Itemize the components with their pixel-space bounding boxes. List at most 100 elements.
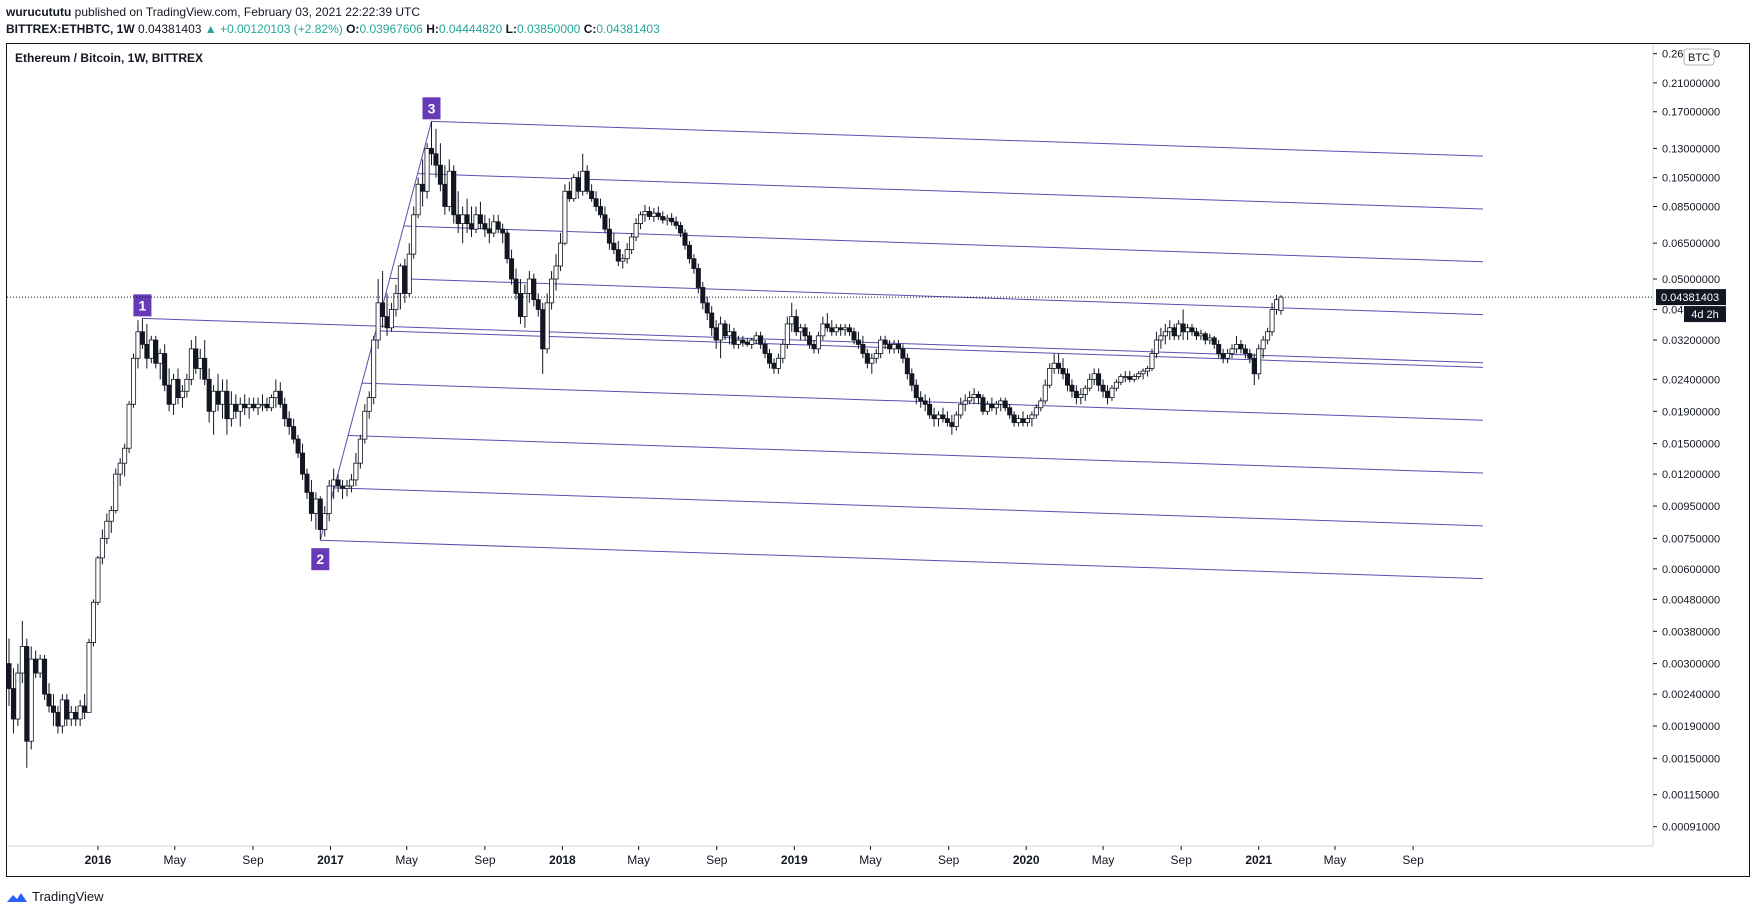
candle bbox=[829, 320, 835, 336]
candle-body bbox=[1096, 373, 1102, 386]
candle bbox=[593, 191, 599, 212]
time-tick-label: May bbox=[859, 853, 882, 867]
last-price-tag-bg bbox=[1656, 289, 1726, 306]
candle bbox=[629, 233, 635, 255]
candle-body bbox=[909, 373, 915, 386]
candle bbox=[135, 320, 141, 369]
candle-body bbox=[944, 418, 950, 423]
candle bbox=[55, 706, 61, 734]
chart-canvas[interactable]: 123 0.260000000.210000000.170000000.1300… bbox=[7, 44, 1749, 876]
price-tick-label: 0.05000000 bbox=[1662, 274, 1720, 286]
candle-body bbox=[197, 357, 203, 369]
candle-body bbox=[331, 479, 337, 487]
candle-body bbox=[366, 397, 372, 412]
channel-level-line bbox=[334, 487, 1484, 527]
candle-body bbox=[433, 153, 439, 166]
candle bbox=[700, 281, 706, 310]
candle-body bbox=[277, 390, 283, 405]
candle bbox=[268, 394, 274, 412]
candle-body bbox=[1260, 339, 1266, 350]
candle-body bbox=[753, 335, 759, 341]
candle bbox=[131, 353, 137, 408]
low-label: L: bbox=[505, 22, 517, 36]
candle-body bbox=[171, 378, 177, 405]
candle-body bbox=[455, 214, 461, 225]
candle-body bbox=[104, 520, 110, 539]
candle bbox=[1078, 388, 1084, 405]
candle-body bbox=[855, 339, 861, 345]
candle-body bbox=[1002, 400, 1008, 409]
candle-body bbox=[726, 331, 732, 337]
candle bbox=[678, 221, 684, 237]
candle bbox=[433, 128, 439, 178]
candle-body bbox=[1220, 353, 1226, 359]
candle bbox=[148, 335, 154, 364]
candle bbox=[166, 368, 172, 412]
candle-body bbox=[148, 339, 154, 359]
ohlc-bar: BITTREX:ETHBTC, 1W 0.04381403 ▲ +0.00120… bbox=[6, 22, 660, 36]
candle bbox=[669, 213, 675, 226]
price-tick-label: 0.01900000 bbox=[1662, 406, 1720, 418]
candle-body bbox=[495, 221, 501, 230]
candle bbox=[1113, 379, 1119, 392]
candle bbox=[860, 335, 866, 359]
last-price-tag: 0.04381403 bbox=[1656, 289, 1726, 306]
candle-body bbox=[500, 228, 506, 234]
candle bbox=[1202, 331, 1208, 345]
close-label: C: bbox=[583, 22, 597, 36]
price-tick-label: 0.00950000 bbox=[1662, 501, 1720, 513]
candle bbox=[437, 143, 443, 192]
candle-body bbox=[695, 268, 701, 288]
time-axis[interactable]: 2016 May Sep 2017 May Sep 2018 May Sep 2019 May Sep… bbox=[85, 846, 1425, 867]
candle bbox=[686, 241, 692, 264]
candle bbox=[1118, 373, 1124, 386]
candle-body bbox=[620, 258, 626, 262]
candle bbox=[495, 214, 501, 234]
candle-body bbox=[655, 212, 661, 217]
candle-body bbox=[1024, 418, 1030, 423]
candle bbox=[1064, 368, 1070, 392]
candle-body bbox=[602, 214, 608, 230]
chart-frame[interactable]: 123 0.260000000.210000000.170000000.1300… bbox=[6, 43, 1750, 877]
candle-body bbox=[869, 357, 875, 364]
candle-body bbox=[540, 309, 546, 350]
candle-body bbox=[482, 223, 488, 230]
candle bbox=[388, 302, 394, 332]
high-label: H: bbox=[426, 22, 439, 36]
candle bbox=[940, 407, 946, 423]
candle-body bbox=[509, 258, 515, 280]
price-tick-label: 0.01200000 bbox=[1662, 469, 1720, 481]
price-axis[interactable]: 0.260000000.210000000.170000000.13000000… bbox=[7, 49, 1726, 834]
pivot-marker-label: 3 bbox=[428, 100, 436, 116]
candle-body bbox=[117, 462, 123, 475]
candle bbox=[651, 208, 657, 222]
candle-body bbox=[633, 223, 639, 238]
tradingview-logo[interactable]: TradingView bbox=[6, 889, 104, 904]
candle-body bbox=[1233, 343, 1239, 350]
candle-body bbox=[255, 403, 261, 409]
candle bbox=[869, 353, 875, 374]
candle-body bbox=[82, 705, 88, 713]
candle-body bbox=[624, 249, 630, 260]
candle bbox=[1162, 323, 1168, 345]
candle bbox=[224, 379, 230, 435]
candle bbox=[442, 165, 448, 215]
candle-body bbox=[669, 217, 675, 223]
candle-body bbox=[722, 323, 728, 337]
candle-body bbox=[144, 343, 150, 359]
candle bbox=[704, 296, 710, 321]
candle bbox=[980, 394, 986, 415]
time-tick-label: 2017 bbox=[317, 853, 344, 867]
time-tick-label: Sep bbox=[242, 853, 264, 867]
candle-body bbox=[971, 393, 977, 399]
candle bbox=[891, 340, 897, 354]
candle-body bbox=[873, 353, 879, 359]
candle-body bbox=[33, 658, 39, 674]
candle bbox=[620, 254, 626, 269]
candle-body bbox=[469, 223, 475, 230]
candle-body bbox=[15, 672, 21, 720]
bar-countdown-bg bbox=[1684, 306, 1726, 323]
candle bbox=[815, 331, 821, 354]
candle-body bbox=[549, 278, 555, 304]
candle-body bbox=[308, 491, 314, 514]
